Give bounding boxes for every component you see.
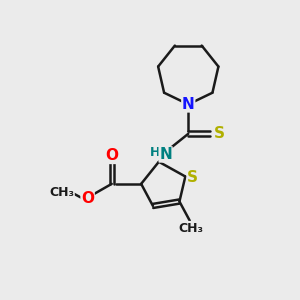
Text: S: S <box>214 126 225 141</box>
Text: S: S <box>187 170 198 185</box>
Text: CH₃: CH₃ <box>179 221 204 235</box>
Text: O: O <box>105 148 118 164</box>
Text: N: N <box>159 147 172 162</box>
Text: CH₃: CH₃ <box>49 186 74 199</box>
Text: N: N <box>182 97 195 112</box>
Text: O: O <box>81 191 94 206</box>
Text: H: H <box>150 146 160 159</box>
